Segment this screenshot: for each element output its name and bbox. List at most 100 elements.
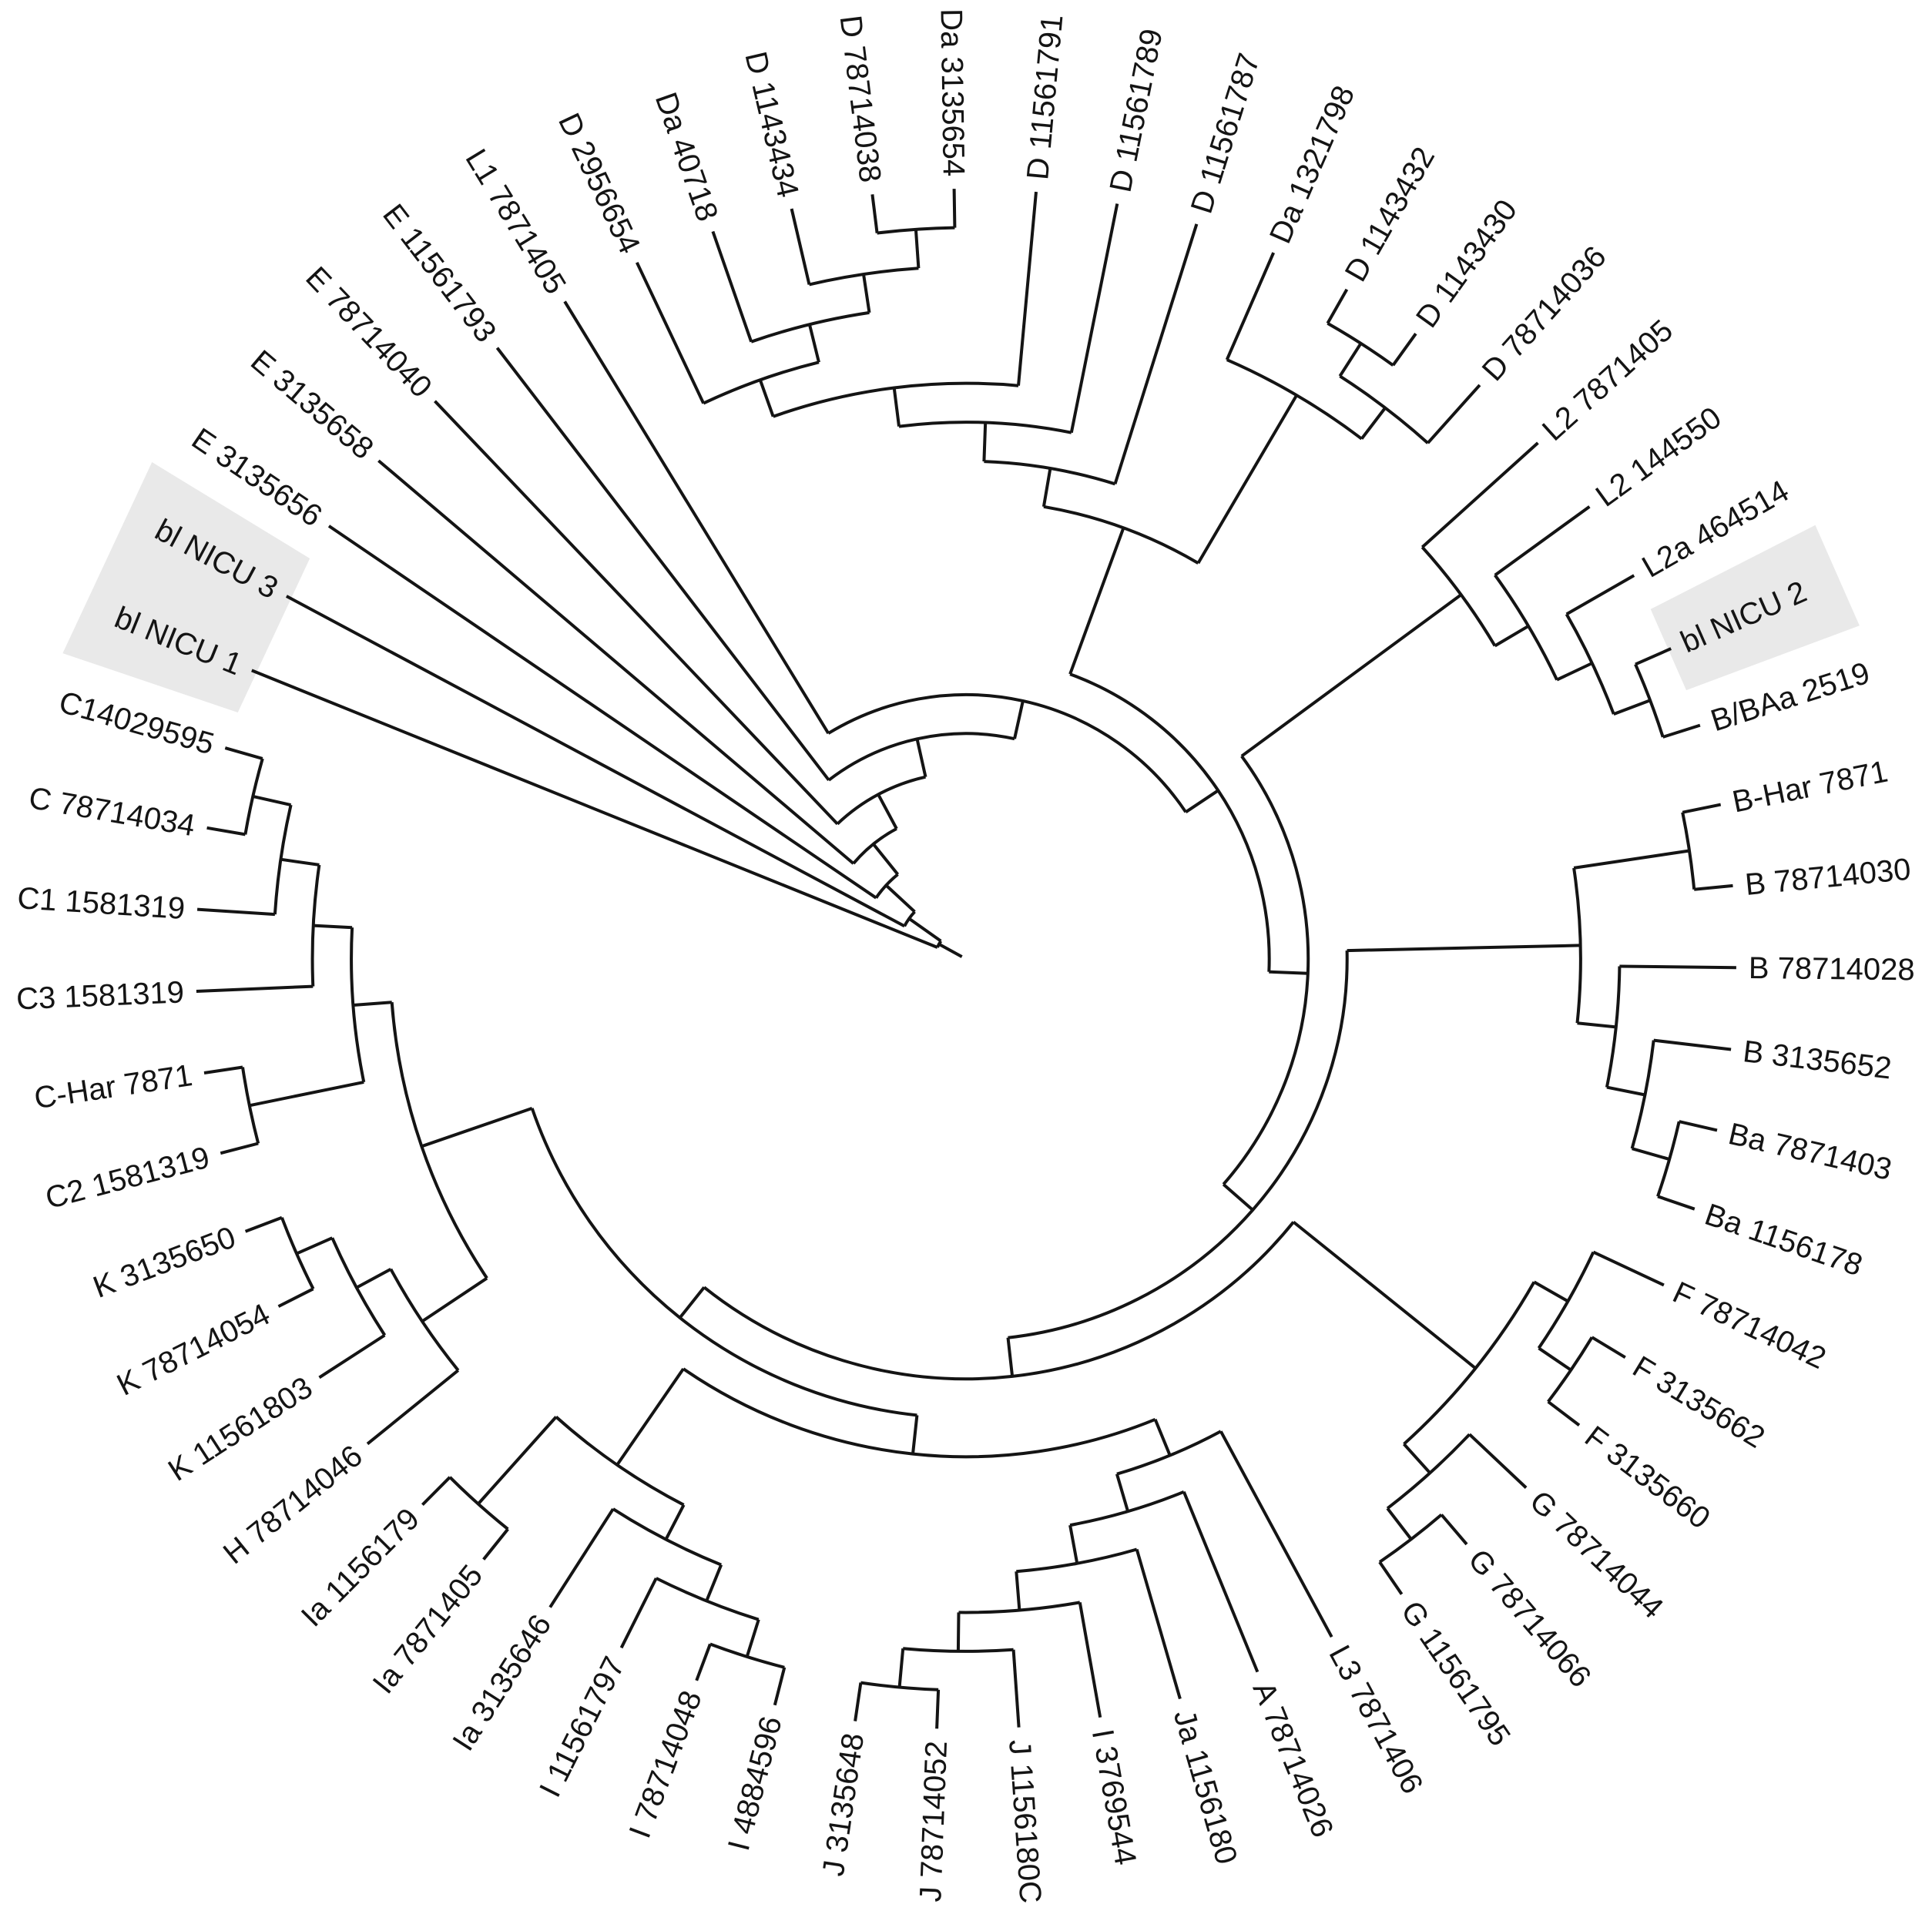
branch — [1338, 342, 1363, 377]
branch — [1656, 1121, 1681, 1197]
branch — [448, 1476, 509, 1530]
branch — [273, 804, 293, 915]
branch — [296, 1236, 334, 1255]
taxon-label: J 3135648 — [817, 1731, 870, 1878]
branch — [1403, 1443, 1431, 1474]
branch — [827, 692, 1187, 813]
taxon-label: I 78714048 — [623, 1686, 709, 1842]
branch — [1565, 613, 1615, 715]
branch — [1078, 1602, 1102, 1718]
branch — [1240, 593, 1462, 758]
taxon-label: E 11561793 — [376, 198, 502, 349]
branch — [389, 1268, 460, 1372]
taxon-label: B 3135652 — [1741, 1034, 1893, 1085]
taxon-label: G 78714066 — [1461, 1543, 1598, 1694]
taxon-label: Da 40718 — [649, 89, 725, 226]
branch — [1339, 374, 1429, 444]
branch — [434, 400, 839, 826]
branch — [390, 1002, 488, 1279]
branch — [1657, 1195, 1696, 1211]
leaf-label-l2-7871405: L2 7871405 — [1536, 313, 1679, 448]
taxon-label: D 11561789 — [1104, 26, 1169, 195]
leaf-label-ia-1156179: Ia 1156179 — [295, 1502, 426, 1634]
branch — [421, 1476, 451, 1507]
branch — [615, 1367, 685, 1467]
branch — [1182, 1491, 1259, 1673]
leaf-label-da-3135654: Da 3135654 — [934, 8, 970, 177]
branch — [1391, 333, 1417, 367]
branch — [252, 794, 292, 807]
leaf-label-j-1156180c: J 1156180C — [1002, 1738, 1047, 1904]
leaf-label-d-11561791: D 11561791 — [1021, 13, 1069, 181]
leaf-label-d-11561787: D 11561787 — [1185, 49, 1266, 217]
taxon-label: I 4884596 — [722, 1713, 789, 1854]
branch — [421, 1107, 533, 1148]
leaf-label-k-11561803: K 11561803 — [163, 1370, 319, 1488]
branch — [1556, 662, 1593, 682]
branch — [773, 381, 1019, 418]
branch — [1606, 1085, 1645, 1097]
branch — [1538, 1346, 1572, 1372]
branch — [635, 261, 706, 404]
leaf-label-c2-1581319: C2 1581319 — [42, 1141, 213, 1216]
taxon-label: F 3135660 — [1578, 1420, 1716, 1536]
branch — [854, 1682, 863, 1721]
leaf-label-b-78714028: B 78714028 — [1749, 951, 1915, 987]
branch — [280, 1217, 315, 1290]
branch — [1041, 468, 1052, 508]
branch — [1613, 699, 1651, 716]
branch — [1605, 966, 1622, 1088]
leaf-label-c-har-7871: C-Har 7871 — [32, 1058, 195, 1115]
leaf-label-e-78714040: E 78714040 — [299, 260, 438, 404]
taxon-label: D 78714036 — [1476, 240, 1613, 387]
branch — [1632, 1147, 1670, 1162]
leaf-label-c-78714034: C 78714034 — [26, 781, 197, 843]
branch — [1008, 950, 1349, 1339]
leaf-label-g-78714066: G 78714066 — [1461, 1543, 1598, 1694]
leaf-label-k-78714054: K 78714054 — [112, 1297, 275, 1403]
branch — [285, 595, 906, 928]
branch — [1068, 1524, 1079, 1564]
branch — [897, 1648, 905, 1688]
branch — [1378, 1561, 1404, 1595]
taxon-label: Ba 7871403 — [1726, 1117, 1895, 1187]
branch — [327, 525, 877, 900]
branch — [612, 1507, 722, 1567]
branch — [1572, 867, 1582, 1024]
leaf-label-i-3769544: I 3769544 — [1085, 1727, 1142, 1868]
taxon-label: Da 3135654 — [934, 8, 970, 177]
branch — [203, 1065, 243, 1074]
leaf-label-d-1143432: D 1143432 — [1339, 142, 1442, 287]
branch — [1011, 1649, 1021, 1728]
branch — [911, 1415, 919, 1454]
leaf-label-l1-7871405: L1 7871405 — [458, 143, 572, 300]
branch — [827, 732, 1015, 782]
leaf-label-j-3135648: J 3135648 — [817, 1731, 870, 1878]
branch — [1069, 203, 1119, 434]
branch — [877, 793, 898, 830]
branch — [705, 1564, 723, 1602]
branch — [1069, 672, 1271, 972]
leaf-label-b-har-7871: B-Har 7871 — [1729, 754, 1890, 819]
branch — [1116, 1430, 1222, 1476]
nicu-highlight-box — [1650, 525, 1860, 691]
branch — [310, 864, 321, 987]
branch — [773, 1667, 787, 1706]
branch — [482, 1527, 509, 1561]
branch — [1043, 505, 1199, 565]
leaf-label-e-11561793: E 11561793 — [376, 198, 502, 349]
branch — [655, 1577, 760, 1621]
branch — [1591, 1336, 1626, 1359]
branch — [477, 1416, 558, 1505]
branch — [1630, 1040, 1655, 1149]
taxon-label: G 78714044 — [1523, 1484, 1669, 1625]
leaf-label-d-1143434: D 1143434 — [738, 49, 804, 201]
leaf-label-b-3135652: B 3135652 — [1741, 1034, 1893, 1085]
branch — [682, 1367, 1156, 1459]
leaf-label-d-78714038: D 78714038 — [834, 14, 887, 185]
taxon-label: J 1156180C — [1002, 1738, 1047, 1904]
branch — [1494, 574, 1558, 681]
branch — [377, 459, 855, 865]
taxon-label: E 78714040 — [299, 260, 438, 404]
